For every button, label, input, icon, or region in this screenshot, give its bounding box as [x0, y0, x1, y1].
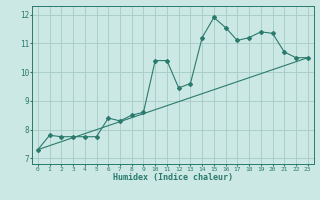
X-axis label: Humidex (Indice chaleur): Humidex (Indice chaleur) [113, 173, 233, 182]
